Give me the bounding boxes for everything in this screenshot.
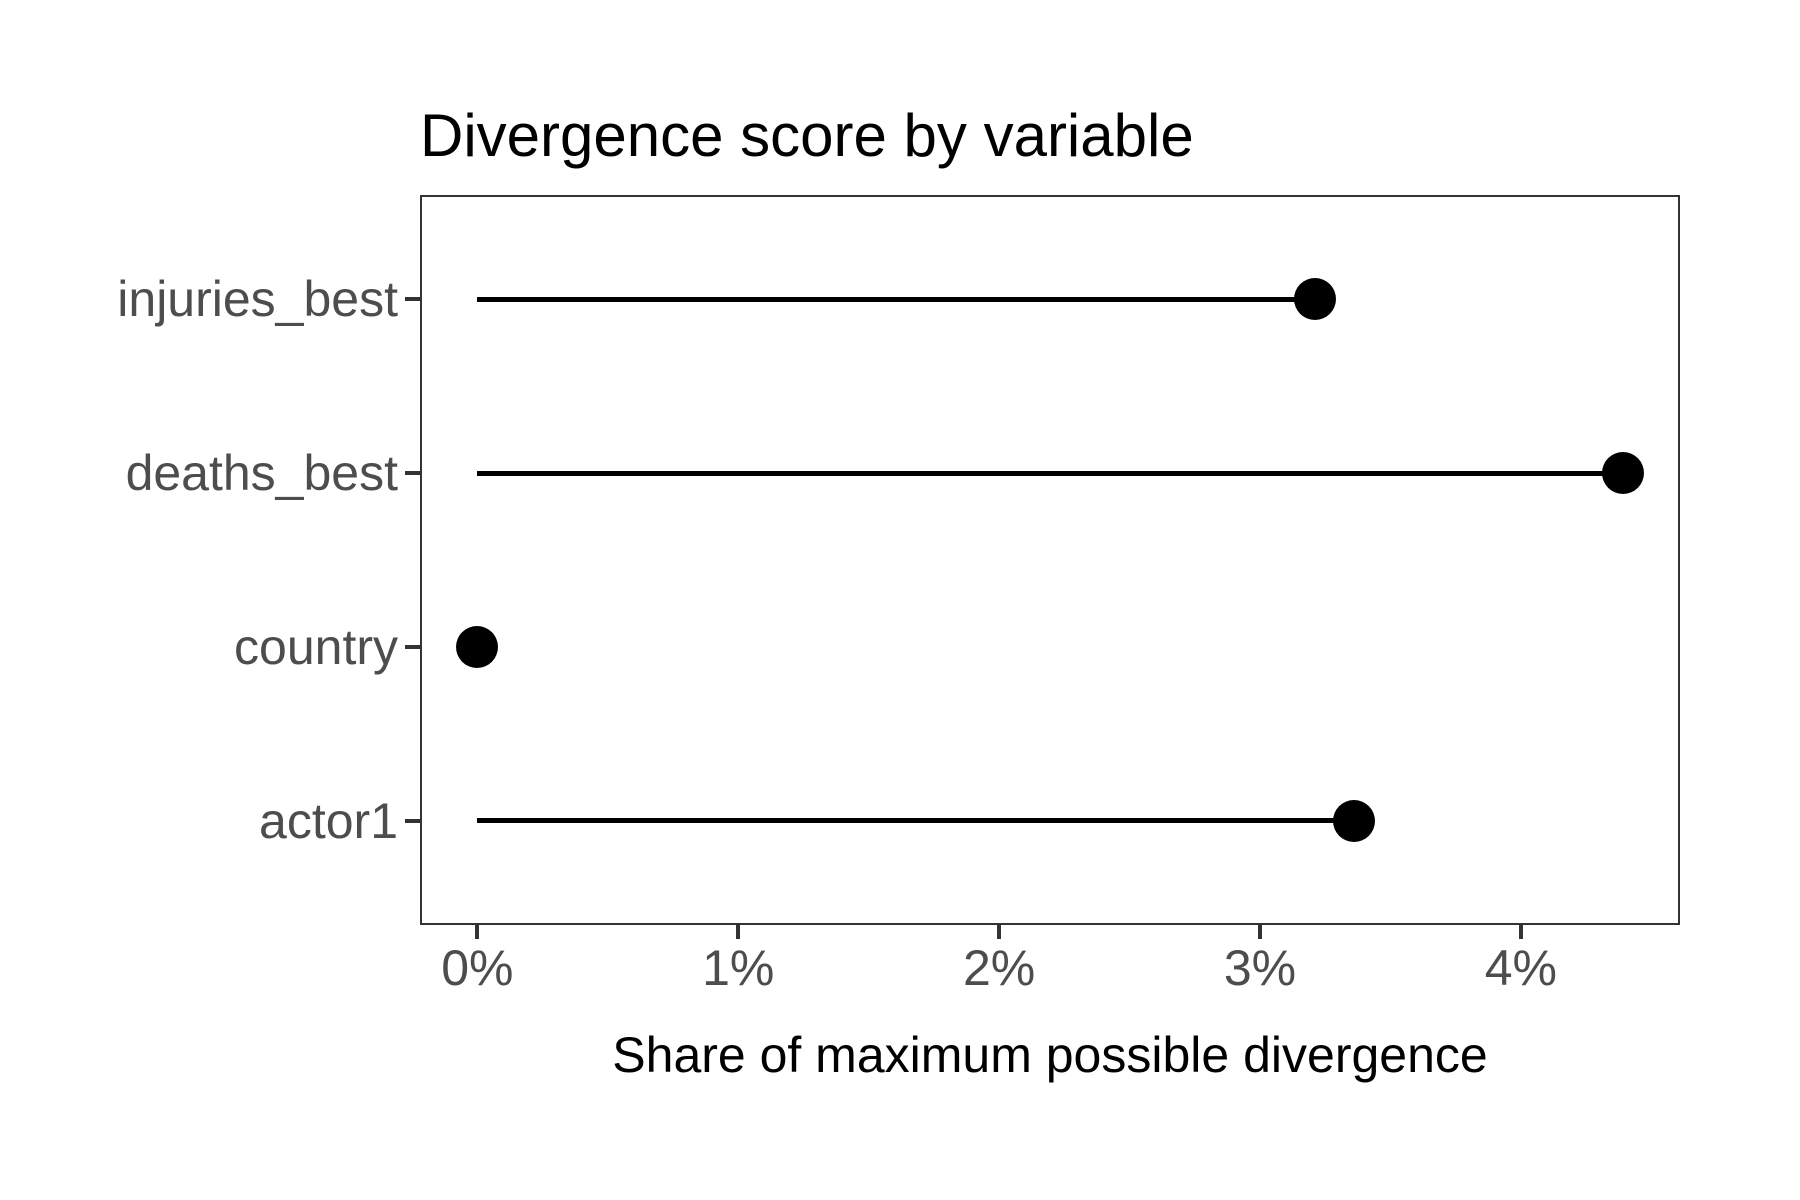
x-axis-tick-label-2%: 2% [962,940,1036,996]
lollipop-point-actor1 [1332,799,1375,842]
lollipop-stem-injuries_best [477,296,1315,302]
lollipop-point-country [456,625,499,668]
x-axis-tick-label-3%: 3% [1223,940,1297,996]
y-axis-label-actor1: actor1 [259,792,398,849]
x-axis-tick-2% [997,925,1002,939]
chart-title: Divergence score by variable [420,102,1194,169]
y-axis-tick-country [405,644,420,649]
x-axis-tick-1% [736,925,741,939]
lollipop-stem-deaths_best [477,470,1623,476]
y-axis-label-country: country [234,618,398,675]
lollipop-point-deaths_best [1601,452,1644,495]
y-axis-tick-deaths_best [405,471,420,476]
x-axis-title: Share of maximum possible divergence [612,1027,1488,1083]
x-axis-tick-label-4%: 4% [1484,940,1557,996]
x-axis-tick-3% [1258,925,1262,939]
x-axis-tick-0% [475,925,480,939]
y-axis-tick-injuries_best [405,297,420,302]
x-axis-tick-4% [1518,925,1523,939]
plot-panel [420,195,1680,925]
y-axis-label-injuries_best: injuries_best [117,271,398,328]
x-axis-tick-label-1%: 1% [702,940,775,996]
lollipop-point-injuries_best [1293,278,1336,321]
y-axis-tick-actor1 [405,818,420,823]
x-axis-tick-label-0%: 0% [441,940,514,996]
lollipop-stem-actor1 [477,818,1354,824]
y-axis-label-deaths_best: deaths_best [125,445,398,502]
